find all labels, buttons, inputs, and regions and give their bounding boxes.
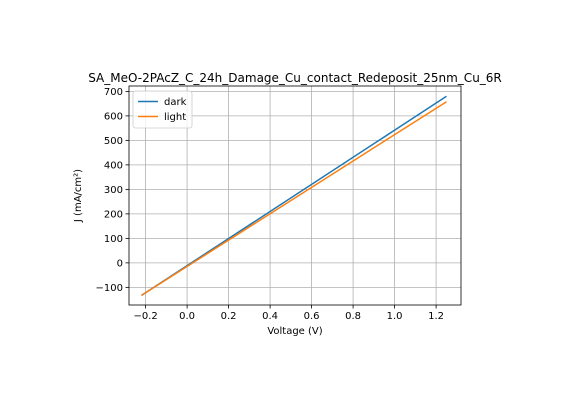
x-tick-label: 1.0 (387, 311, 403, 322)
y-tick-label: 500 (104, 136, 123, 147)
axes-frame (128, 85, 462, 306)
grid (129, 86, 461, 305)
legend-label-light: light (164, 112, 186, 123)
x-tick-label: 0.4 (262, 311, 278, 322)
y-tick-label: 600 (104, 111, 123, 122)
x-axis-label: Voltage (V) (267, 326, 322, 337)
y-tick-label: 400 (104, 160, 123, 171)
y-tick-label: 100 (104, 234, 123, 245)
y-tick-label: 0 (117, 258, 123, 269)
x-tick-label: −0.2 (133, 311, 157, 322)
y-tick-label: 300 (104, 185, 123, 196)
x-tick-label: 0.8 (345, 311, 361, 322)
series-line-light (141, 101, 447, 297)
x-tick-label: 1.2 (428, 311, 444, 322)
legend-label-dark: dark (164, 97, 187, 108)
chart-title: SA_MeO-2PAcZ_C_24h_Damage_Cu_contact_Red… (88, 71, 502, 85)
y-axis-label: J (mA/cm²) (73, 169, 84, 223)
y-tick-label: 200 (104, 209, 123, 220)
legend-box (132, 90, 193, 129)
legend: dark light (132, 90, 193, 129)
y-tick-label: −100 (96, 283, 123, 294)
ticks: −0.2 0.0 0.2 0.4 0.6 0.8 1.0 1.2 −100 0 100 200 300 4… (96, 87, 445, 322)
x-tick-label: 0.6 (304, 311, 320, 322)
y-tick-label: 700 (104, 87, 123, 98)
series-line-dark (141, 95, 447, 297)
plot-lines (141, 95, 447, 297)
x-tick-label: 0.0 (179, 311, 195, 322)
x-tick-label: 0.2 (221, 311, 237, 322)
